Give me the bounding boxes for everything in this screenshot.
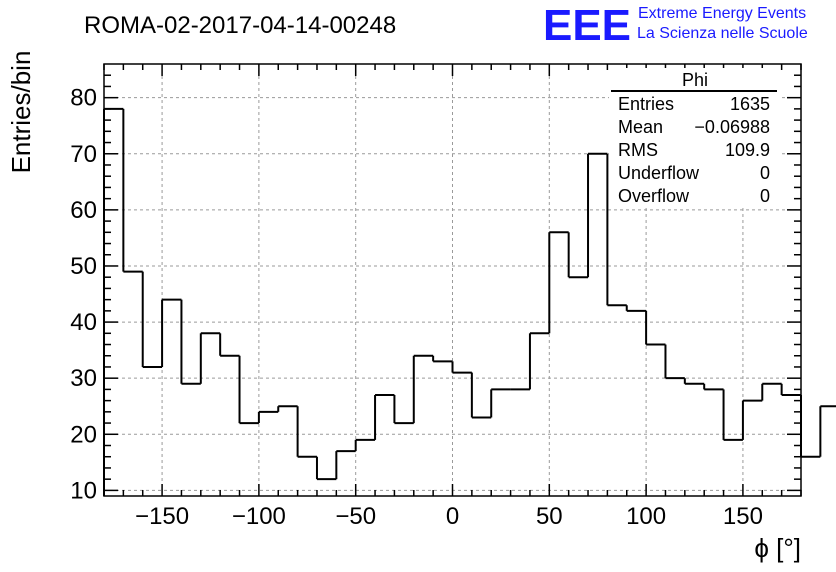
y-axis: 10 20 30 40 50 60 70 80 — [70, 74, 801, 504]
stats-row-value: 1635 — [730, 94, 770, 114]
x-tick-label: −50 — [335, 503, 376, 530]
stats-rows: Entries 1635 Mean −0.06988 RMS 109.9 Underflow… — [618, 94, 770, 206]
stats-name: Phi — [682, 70, 708, 90]
eee-logo-letters: EEE — [543, 1, 631, 50]
y-tick-label: 40 — [70, 309, 97, 336]
stats-row-label: Mean — [618, 117, 663, 137]
y-axis-label: Entries/bin — [6, 51, 36, 174]
y-tick-label: 20 — [70, 421, 97, 448]
stats-row-value: 0 — [760, 163, 770, 183]
y-tick-label: 70 — [70, 141, 97, 168]
stats-row-value: −0.06988 — [694, 117, 770, 137]
x-tick-label: −100 — [232, 503, 286, 530]
y-tick-label: 60 — [70, 197, 97, 224]
stats-row-label: Entries — [618, 94, 674, 114]
x-tick-label: 50 — [536, 503, 563, 530]
stats-row-label: Underflow — [618, 163, 700, 183]
x-tick-label: 100 — [626, 503, 666, 530]
eee-logo: EEE Extreme Energy Events La Scienza nel… — [543, 1, 808, 50]
x-tick-label: 0 — [446, 503, 459, 530]
stats-row-value: 0 — [760, 186, 770, 206]
logo-line-2: La Scienza nelle Scuole — [637, 25, 808, 42]
y-tick-label: 10 — [70, 477, 97, 504]
x-axis-label: ϕ [°] — [754, 533, 801, 563]
y-tick-label: 80 — [70, 85, 97, 112]
x-tick-label: 150 — [723, 503, 763, 530]
logo-line-1: Extreme Energy Events — [638, 5, 806, 22]
stats-row-value: 109.9 — [725, 140, 770, 160]
y-tick-label: 30 — [70, 365, 97, 392]
stats-box: Phi Entries 1635 Mean −0.06988 RMS 109.9 Under… — [609, 68, 779, 208]
x-axis: −150 −100 −50 0 50 100 150 — [103, 64, 802, 530]
y-tick-label: 50 — [70, 253, 97, 280]
stats-row-label: Overflow — [618, 186, 690, 206]
chart-title: ROMA-02-2017-04-14-00248 — [84, 12, 396, 39]
x-tick-label: −150 — [135, 503, 189, 530]
stats-row-label: RMS — [618, 140, 658, 160]
